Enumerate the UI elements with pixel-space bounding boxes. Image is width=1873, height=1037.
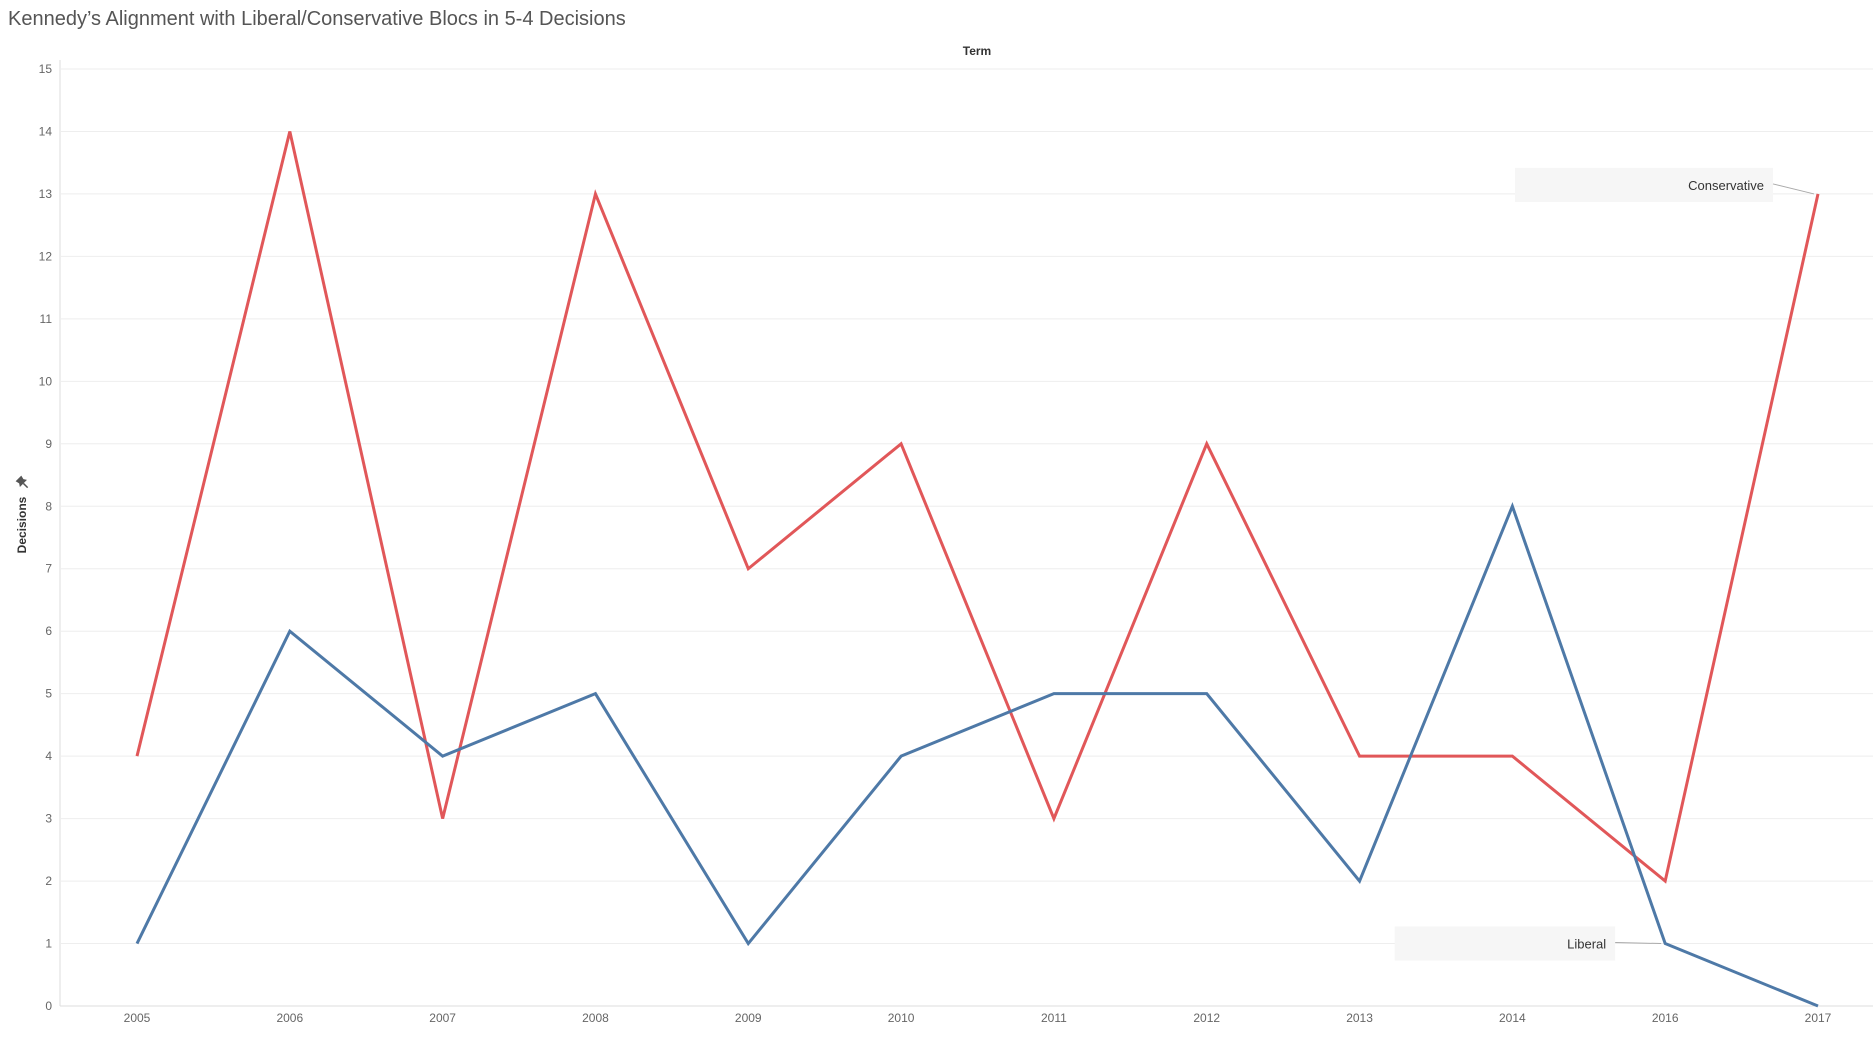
pin-icon[interactable]: [15, 475, 31, 491]
y-tick-label: 9: [45, 437, 52, 451]
annotation-leader: [1615, 942, 1662, 945]
x-tick-label: 2012: [1193, 1011, 1220, 1025]
x-axis-ticks: 2005 2006 2007 2008 2009 2010 2011 2012 2013 2014…: [124, 1011, 1832, 1025]
series-line-liberal[interactable]: [135, 502, 1819, 1008]
annotation-leader: [1772, 183, 1815, 195]
y-axis-title: Decisions: [15, 496, 29, 553]
annotation-box: [1394, 926, 1616, 961]
y-tick-label: 2: [45, 874, 52, 888]
x-tick-label: 2016: [1652, 1011, 1679, 1025]
y-tick-label: 3: [45, 812, 52, 826]
y-tick-label: 10: [39, 374, 53, 388]
x-tick-label: 2014: [1499, 1011, 1526, 1025]
y-tick-label: 4: [45, 749, 52, 763]
y-tick-label: 14: [39, 124, 53, 138]
x-tick-label: 2010: [888, 1011, 915, 1025]
x-tick-label: 2013: [1346, 1011, 1373, 1025]
y-tick-label: 8: [45, 499, 52, 513]
y-tick-label: 6: [45, 624, 52, 638]
y-tick-label: 12: [39, 249, 53, 263]
annotation-box: [1515, 167, 1773, 202]
y-tick-label: 7: [45, 562, 52, 576]
y-tick-label: 1: [45, 937, 52, 951]
gridlines: [60, 68, 1873, 945]
x-tick-label: 2008: [582, 1011, 609, 1025]
series-lines: [135, 131, 1820, 1008]
y-axis-label[interactable]: Decisions: [15, 475, 31, 553]
x-tick-label: 2017: [1805, 1011, 1832, 1025]
series-annotations: Conservative Liberal: [1394, 167, 1815, 961]
x-tick-label: 2007: [429, 1011, 456, 1025]
y-tick-label: 11: [40, 312, 53, 326]
y-tick-label: 15: [39, 62, 53, 76]
x-tick-label: 2005: [124, 1011, 151, 1025]
x-tick-label: 2009: [735, 1011, 762, 1025]
x-tick-label: 2006: [276, 1011, 303, 1025]
column-header-term: Term: [963, 44, 991, 58]
series-line-conservative[interactable]: [135, 131, 1820, 884]
annotation-label: Conservative: [1688, 178, 1764, 193]
x-tick-label: 2011: [1041, 1011, 1067, 1025]
y-tick-label: 0: [45, 999, 52, 1013]
annotation-conservative[interactable]: Conservative: [1515, 167, 1815, 202]
annotation-label: Liberal: [1567, 937, 1606, 952]
y-tick-label: 13: [39, 187, 53, 201]
y-tick-label: 5: [45, 687, 52, 701]
annotation-liberal[interactable]: Liberal: [1394, 926, 1662, 961]
chart-title: Kennedy’s Alignment with Liberal/Conserv…: [8, 8, 626, 30]
